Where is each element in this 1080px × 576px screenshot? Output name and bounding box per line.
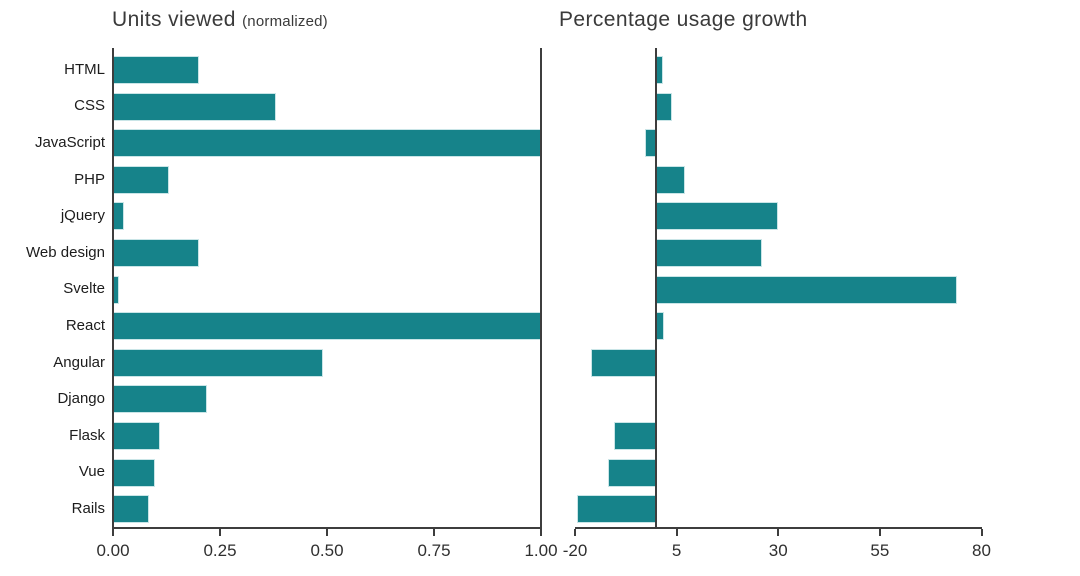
left-chart-title-note: (normalized) [242, 13, 328, 30]
x-tick-label-5: 5 [671, 541, 682, 560]
x-tick-label-0_00: 0.00 [96, 541, 130, 560]
category-label-jquery: jQuery [60, 207, 105, 225]
bar-flask-units [113, 422, 161, 450]
x-tick-label--20: -20 [562, 541, 588, 560]
bar-react-units [113, 312, 541, 341]
bar-rails-growth [576, 495, 657, 524]
x-tick-mark [112, 529, 114, 536]
category-label-javascript: JavaScript [34, 133, 105, 151]
zero-line [655, 48, 658, 529]
bar-css-units [113, 92, 276, 121]
x-tick-mark [777, 529, 780, 536]
x-tick-mark [326, 529, 328, 536]
bar-flask-growth [613, 422, 657, 450]
right-chart-title: Percentage usage growth [559, 8, 808, 32]
bar-php-units [113, 165, 169, 194]
bar-web-design-growth [656, 239, 762, 267]
left-chart-title: Units viewed (normalized) [112, 8, 328, 32]
x-tick-mark [219, 529, 221, 536]
category-label-vue: Vue [78, 463, 105, 481]
bar-html-units [113, 56, 199, 84]
left-chart-title-text: Units viewed [112, 8, 236, 31]
left-chart-x-axis [113, 527, 541, 529]
x-tick-mark [675, 529, 678, 536]
bar-react-growth [656, 312, 665, 341]
x-tick-mark [980, 529, 983, 536]
x-tick-label-1_00: 1.00 [524, 541, 558, 560]
bar-vue-units [113, 458, 155, 487]
bar-rails-units [113, 495, 149, 524]
x-tick-mark [540, 529, 542, 536]
bar-html-growth [656, 56, 664, 84]
category-label-web-design: Web design [26, 243, 105, 261]
x-tick-label-30: 30 [768, 541, 788, 560]
category-label-php: PHP [74, 170, 105, 188]
x-tick-label-0_25: 0.25 [203, 541, 237, 560]
right-chart-title-text: Percentage usage growth [559, 8, 808, 31]
x-tick-label-0_50: 0.50 [310, 541, 344, 560]
bar-angular-growth [591, 348, 657, 377]
category-label-django: Django [57, 390, 105, 408]
bar-jquery-growth [656, 202, 779, 231]
bar-php-growth [656, 165, 685, 194]
category-label-css: CSS [74, 97, 105, 115]
x-tick-label-0_75: 0.75 [417, 541, 451, 560]
bar-svelte-growth [656, 275, 958, 304]
category-label-svelte: Svelte [63, 280, 105, 298]
x-tick-label-80: 80 [972, 541, 991, 560]
divider-spine [539, 48, 542, 529]
category-label-html: HTML [64, 60, 105, 78]
bar-jquery-units [113, 202, 125, 231]
bar-css-growth [656, 92, 673, 121]
bar-javascript-units [113, 129, 541, 158]
x-tick-mark [574, 529, 576, 536]
x-tick-label-55: 55 [870, 541, 890, 560]
left-axis-spine [112, 48, 114, 529]
right-chart-x-axis [575, 527, 982, 529]
category-label-rails: Rails [71, 499, 105, 517]
x-tick-mark [433, 529, 435, 536]
category-label-flask: Flask [69, 426, 105, 444]
category-label-angular: Angular [53, 353, 105, 371]
x-tick-mark [878, 529, 881, 536]
bar-angular-units [113, 348, 323, 377]
bar-django-units [113, 385, 208, 414]
bar-web-design-units [113, 239, 199, 267]
category-label-react: React [65, 316, 105, 334]
bar-vue-growth [608, 458, 657, 487]
